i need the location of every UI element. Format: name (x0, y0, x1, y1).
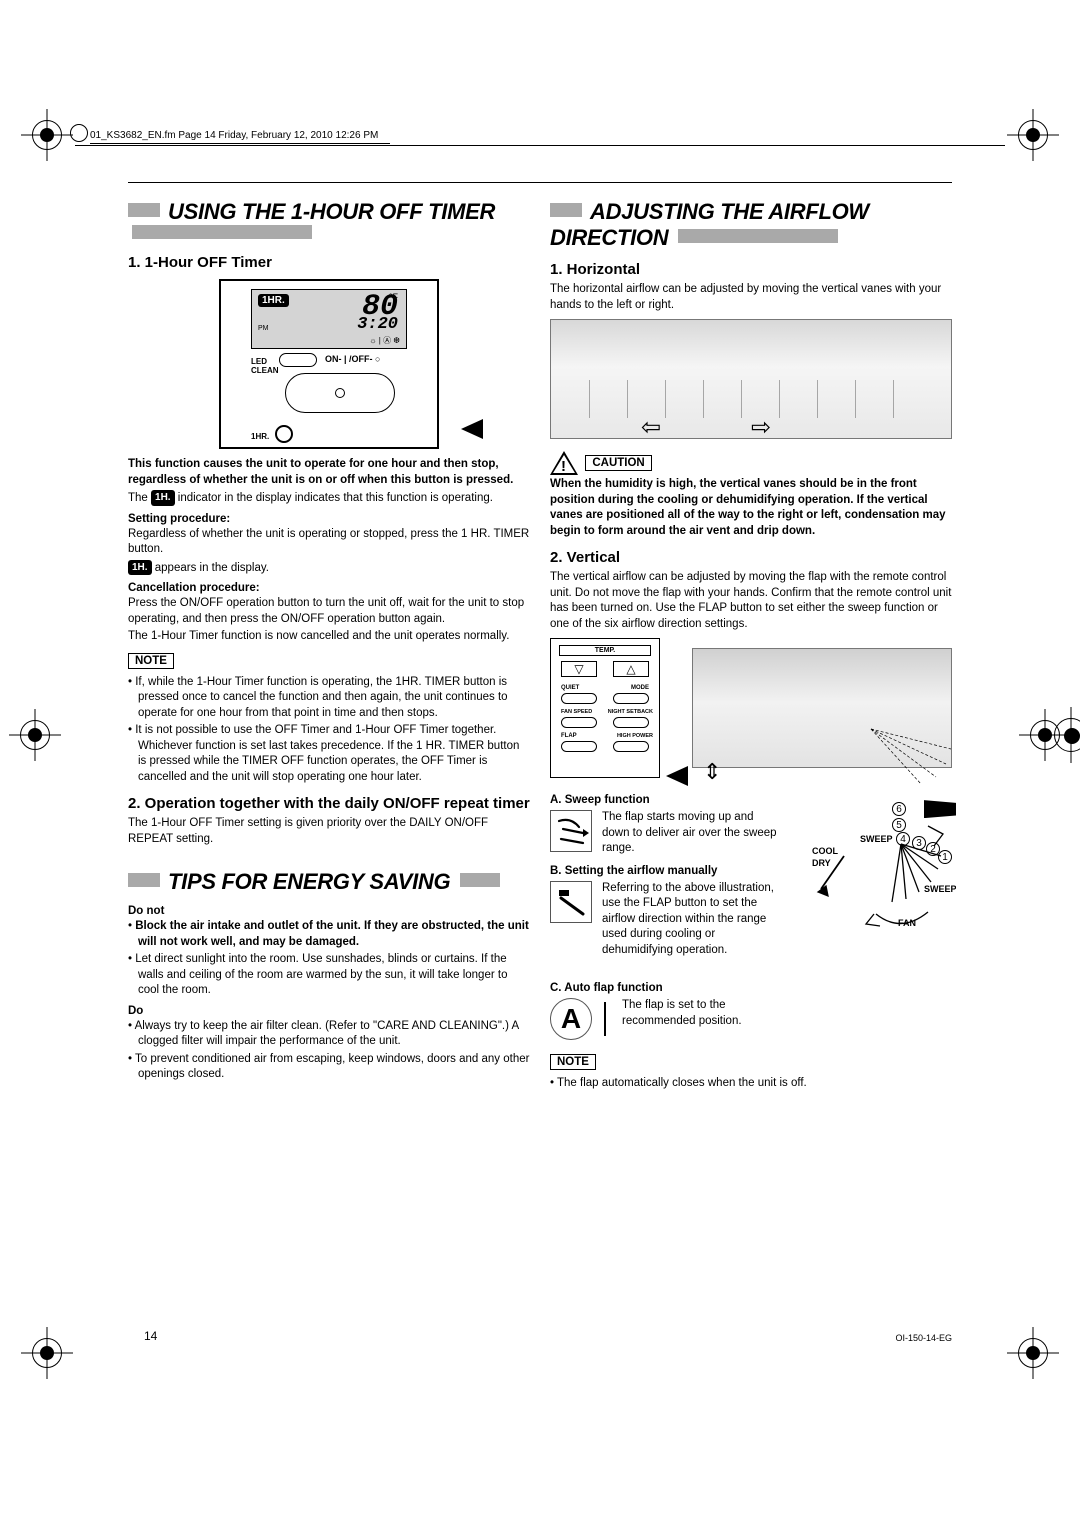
do-item: To prevent conditioned air from escaping… (128, 1052, 530, 1083)
cancel-body2: The 1-Hour Timer function is now cancell… (128, 629, 530, 645)
horiz-body: The horizontal airflow can be adjusted b… (550, 282, 952, 313)
a-head: A. Sweep function (550, 794, 952, 806)
reg-mark (32, 1338, 62, 1368)
page-content: USING THE 1-HOUR OFF TIMER 1. 1-Hour OFF… (128, 182, 952, 1318)
reg-mark (1054, 718, 1080, 752)
setting-appears: 1H. appears in the display. (128, 560, 530, 577)
sub-vertical: 2. Vertical (550, 549, 952, 566)
vert-body: The vertical airflow can be adjusted by … (550, 570, 952, 632)
reg-mark (32, 120, 62, 150)
unit-illustration-horizontal: ⇦ ⇨ (550, 319, 952, 439)
note-item: The flap automatically closes when the u… (550, 1076, 952, 1092)
unit-side: ⇕ (692, 648, 952, 768)
flap-dial-diagram: COOL DRY SWEEP SWEEP FAN 1 2 3 4 5 6 (806, 814, 956, 964)
header-rule (75, 145, 1005, 146)
svg-text:FAN: FAN (898, 918, 916, 928)
setting-body: Regardless of whether the unit is operat… (128, 527, 530, 558)
label-1hr: 1HR. (251, 432, 269, 441)
note-item: It is not possible to use the OFF Timer … (128, 723, 530, 785)
donot-list: Block the air intake and outlet of the u… (128, 919, 530, 999)
badge-1hr-icon: 1HR. (258, 294, 289, 307)
svg-text:SWEEP: SWEEP (924, 884, 956, 894)
note-item: If, while the 1-Hour Timer function is o… (128, 675, 530, 722)
arrow-left-icon (666, 766, 688, 786)
indicator-line: The 1H. indicator in the display indicat… (128, 490, 530, 507)
donot-item: Block the air intake and outlet of the u… (128, 919, 530, 950)
sweep-icon (550, 810, 592, 852)
caution-label: CAUTION (585, 455, 651, 471)
section-title-tips: TIPS FOR ENERGY SAVING (128, 869, 530, 895)
doc-id: OI-150-14-EG (895, 1333, 952, 1343)
remote-illustration: TEMP. ▽ △ QUIET MODE FAN SPEED NIGHT SET… (550, 638, 660, 778)
reg-mark (20, 720, 50, 750)
note-label: NOTE (128, 653, 174, 669)
do-item: Always try to keep the air filter clean.… (128, 1019, 530, 1050)
manual-flap-icon (550, 881, 592, 923)
a-body: The flap starts moving up and down to de… (602, 810, 780, 857)
donot-head: Do not (128, 905, 530, 917)
badge-1h-icon: 1H. (151, 490, 175, 506)
note-list: If, while the 1-Hour Timer function is o… (128, 675, 530, 786)
page-number: 14 (144, 1329, 157, 1343)
caution-body: When the humidity is high, the vertical … (550, 477, 952, 539)
auto-flap-icon: A (550, 998, 592, 1040)
title-text: USING THE 1-HOUR OFF TIMER (168, 199, 501, 224)
cancel-head: Cancellation procedure: (128, 582, 530, 594)
svg-text:COOL: COOL (812, 846, 839, 856)
right-column: ADJUSTING THE AIRFLOW DIRECTION 1. Horiz… (550, 183, 952, 1318)
note-list-r: The flap automatically closes when the u… (550, 1076, 952, 1092)
reg-mark (1018, 120, 1048, 150)
timer-illustration: 1HR. 80 °F 3:20 PM ☼ | Ⓐ ❆ LEDCLEAN ON- … (219, 279, 439, 449)
c-head: C. Auto flap function (550, 982, 952, 994)
page-header: 01_KS3682_EN.fm Page 14 Friday, February… (90, 130, 390, 144)
repeat-body: The 1-Hour OFF Timer setting is given pr… (128, 816, 530, 847)
donot-item: Let direct sunlight into the room. Use s… (128, 952, 530, 999)
note-label-r: NOTE (550, 1054, 596, 1070)
caution-row: ! CAUTION (550, 449, 952, 475)
section-title-airflow: ADJUSTING THE AIRFLOW DIRECTION (550, 199, 952, 251)
svg-text:SWEEP: SWEEP (860, 834, 893, 844)
arrow-left-icon (461, 419, 483, 439)
do-head: Do (128, 1005, 530, 1017)
section-title-1hr: USING THE 1-HOUR OFF TIMER (128, 199, 530, 244)
do-list: Always try to keep the air filter clean.… (128, 1019, 530, 1083)
warning-icon: ! (550, 451, 578, 475)
intro-bold: This function causes the unit to operate… (128, 457, 530, 488)
badge-1h-icon: 1H. (128, 560, 152, 576)
b-body: Referring to the above illustration, use… (602, 881, 780, 959)
unit-illustration-vertical: TEMP. ▽ △ QUIET MODE FAN SPEED NIGHT SET… (550, 638, 952, 788)
setting-head: Setting procedure: (128, 513, 530, 525)
title-text: TIPS FOR ENERGY SAVING (168, 869, 456, 894)
sub-repeat: 2. Operation together with the daily ON/… (128, 795, 530, 812)
sub-1hr: 1. 1-Hour OFF Timer (128, 254, 530, 271)
c-body: The flap is set to the recommended posit… (622, 998, 742, 1040)
cancel-body1: Press the ON/OFF operation button to tur… (128, 596, 530, 627)
left-column: USING THE 1-HOUR OFF TIMER 1. 1-Hour OFF… (128, 183, 530, 1318)
header-gear-icon (70, 124, 88, 142)
svg-text:DRY: DRY (812, 858, 831, 868)
reg-mark (1018, 1338, 1048, 1368)
display-time: 3:20 (357, 315, 398, 334)
sub-horizontal: 1. Horizontal (550, 261, 952, 278)
